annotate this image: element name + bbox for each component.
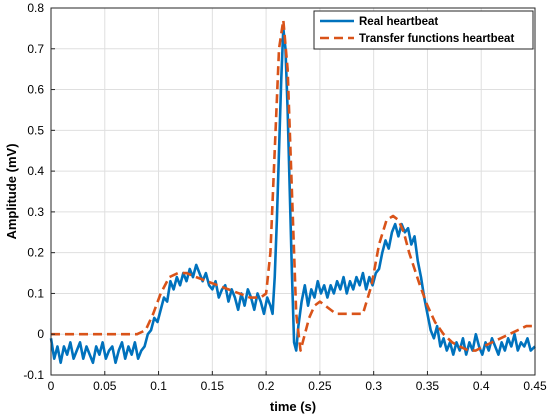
y-tick-label: 0.2	[27, 246, 44, 260]
y-tick-label: -0.1	[23, 368, 44, 382]
legend-label-transfer-functions-heartbeat: Transfer functions heartbeat	[359, 33, 514, 45]
series-layer	[49, 18, 536, 365]
x-tick-label: 0.35	[416, 379, 440, 393]
y-tick-label: 0.5	[27, 123, 44, 137]
x-tick-label: 0.25	[308, 379, 332, 393]
plot-frame	[50, 7, 536, 376]
x-tick-label: 0.4	[473, 379, 490, 393]
y-tick-label: 0.7	[27, 42, 44, 56]
legend-label-real-heartbeat: Real heartbeat	[359, 16, 438, 28]
y-tick-label: 0.8	[27, 1, 44, 15]
y-tick-label: 0.6	[27, 83, 44, 97]
y-axis-label: Amplitude (mV)	[4, 143, 19, 239]
x-tick-label: 0.3	[365, 379, 382, 393]
x-axis-label: time (s)	[270, 399, 316, 414]
x-tick-label: 0.15	[201, 379, 225, 393]
y-tick-label: 0.3	[27, 205, 44, 219]
y-tick-label: 0.4	[27, 164, 44, 178]
x-tick-label: 0.2	[258, 379, 275, 393]
x-tick-label: 0.05	[93, 379, 117, 393]
x-tick-label: 0.1	[150, 379, 167, 393]
series-real-heartbeat	[49, 27, 536, 365]
x-tick-label: 0.45	[523, 379, 547, 393]
y-tick-label: 0	[37, 327, 44, 341]
y-tick-label: 0.1	[27, 286, 44, 300]
ticks: 0 0.05 0.1 0.15 0.2 0.25 0.3 0.35 0.4 0.45 -0.1 0 0.…	[23, 1, 547, 393]
x-tick-label: 0	[48, 379, 55, 393]
legend: Real heartbeat Transfer functions heartb…	[313, 10, 534, 50]
legend-box	[313, 10, 534, 50]
series-transfer-functions-heartbeat	[51, 18, 535, 352]
